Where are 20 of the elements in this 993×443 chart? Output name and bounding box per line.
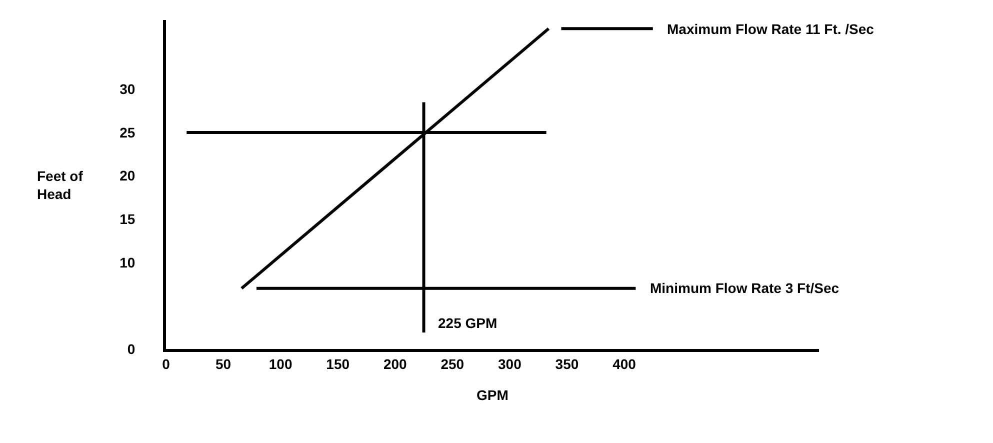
x-tick-label: 200 [383,356,408,372]
x-tick-label: 400 [612,356,636,372]
x-tick-label: 100 [268,356,292,372]
y-tick-label: 25 [120,124,136,140]
y-tick-label: 20 [120,168,136,184]
x-axis-title: GPM [476,387,508,404]
x-tick-label: 50 [215,356,232,372]
x-tick-label: 350 [555,356,579,372]
y-tick-label: 0 [127,340,136,357]
annotation: Minimum Flow Rate 3 Ft/Sec [650,280,840,296]
x-tick-label: 250 [440,356,464,372]
y-tick-label: 15 [120,211,136,228]
annotation: Maximum Flow Rate 11 Ft. /Sec [667,21,874,37]
x-tick-label: 150 [326,356,350,372]
y-axis-title: Feet of Head [37,168,84,202]
y-tick-label: 30 [120,81,136,98]
x-tick-label: 0 [162,356,170,372]
x-tick-label: 300 [498,356,522,372]
y-tick-label: 10 [120,254,136,270]
annotation: 225 GPM [438,315,498,331]
